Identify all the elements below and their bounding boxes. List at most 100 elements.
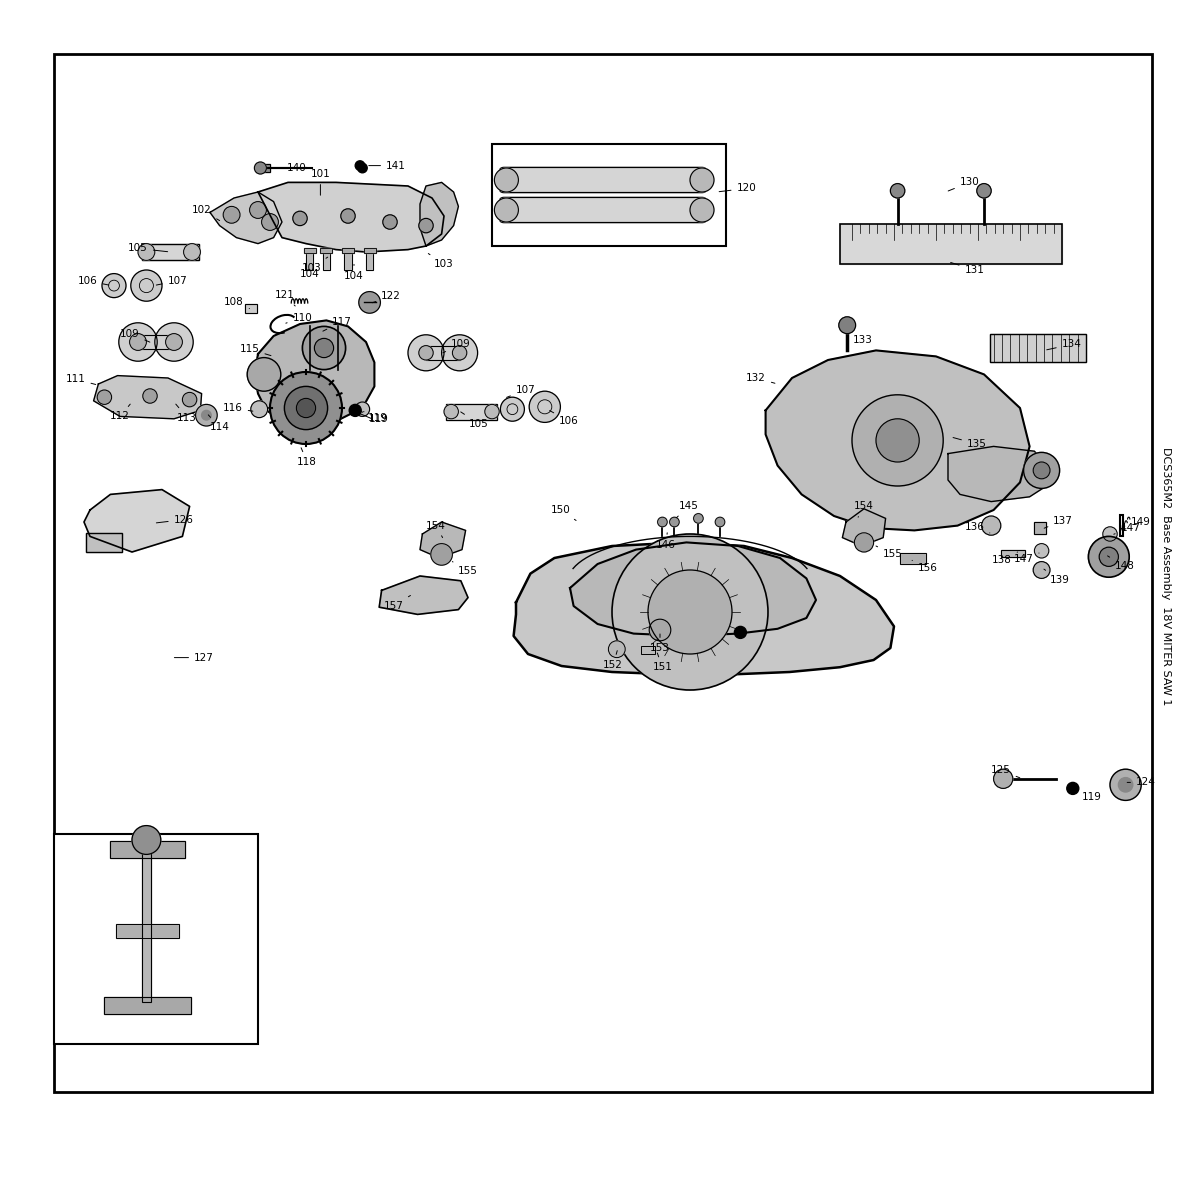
Circle shape (130, 334, 146, 350)
Bar (142, 852, 151, 1002)
Circle shape (166, 334, 182, 350)
Circle shape (262, 214, 278, 230)
Circle shape (132, 826, 161, 854)
Circle shape (690, 198, 714, 222)
Circle shape (182, 392, 197, 407)
Circle shape (1034, 544, 1049, 558)
Text: 139: 139 (1044, 569, 1069, 584)
Text: 112: 112 (110, 404, 131, 421)
Bar (366, 251, 373, 270)
Text: 121: 121 (275, 290, 295, 306)
Circle shape (251, 401, 268, 418)
Text: 119: 119 (360, 412, 388, 422)
Text: 105: 105 (461, 412, 488, 428)
Text: 152: 152 (604, 650, 623, 670)
Text: 147: 147 (1114, 523, 1140, 534)
Circle shape (419, 218, 433, 233)
Bar (110, 841, 185, 858)
Circle shape (608, 641, 625, 658)
Circle shape (1103, 527, 1117, 541)
Text: 107: 107 (506, 385, 535, 397)
Bar (142, 244, 199, 260)
Bar (245, 304, 257, 313)
Text: 145: 145 (677, 502, 698, 517)
Bar (840, 224, 1062, 264)
Text: 115: 115 (240, 344, 271, 355)
Circle shape (97, 390, 112, 404)
Circle shape (648, 570, 732, 654)
Bar (446, 404, 497, 420)
FancyBboxPatch shape (499, 167, 707, 192)
Polygon shape (420, 182, 458, 246)
Text: 140: 140 (269, 163, 306, 173)
Circle shape (270, 372, 342, 444)
Text: 110: 110 (286, 313, 312, 323)
Text: 154: 154 (426, 521, 445, 538)
Text: 104: 104 (300, 264, 319, 278)
Bar (426, 346, 460, 360)
Text: 157: 157 (384, 595, 410, 611)
Text: 104: 104 (344, 264, 364, 281)
Circle shape (314, 338, 334, 358)
Circle shape (408, 335, 444, 371)
Bar (344, 253, 352, 270)
Text: 132: 132 (746, 373, 775, 383)
Circle shape (131, 270, 162, 301)
Bar (323, 248, 330, 270)
Text: 120: 120 (719, 184, 756, 193)
Text: 119: 119 (1074, 790, 1102, 802)
Text: 146: 146 (656, 533, 676, 550)
Circle shape (143, 389, 157, 403)
Text: 122: 122 (372, 292, 401, 302)
Circle shape (734, 626, 746, 638)
Text: 114: 114 (209, 415, 229, 432)
Circle shape (247, 358, 281, 391)
Polygon shape (948, 446, 1049, 502)
Bar (840, 224, 1062, 264)
Bar (492, 144, 726, 246)
Text: 136: 136 (965, 522, 990, 533)
Text: 101: 101 (311, 169, 330, 196)
FancyBboxPatch shape (499, 197, 707, 223)
Bar (110, 841, 185, 858)
Circle shape (670, 517, 679, 527)
Bar (306, 253, 313, 270)
Bar (86, 533, 122, 552)
Circle shape (284, 386, 328, 430)
Circle shape (876, 419, 919, 462)
Circle shape (293, 211, 307, 226)
Circle shape (977, 184, 991, 198)
Bar (104, 997, 191, 1014)
Polygon shape (94, 376, 202, 419)
Circle shape (196, 404, 217, 426)
Text: 155: 155 (452, 562, 478, 576)
Text: 130: 130 (948, 178, 979, 191)
Text: 102: 102 (192, 205, 220, 221)
Text: 137: 137 (1044, 516, 1073, 528)
Circle shape (202, 410, 211, 420)
Text: 127: 127 (174, 653, 214, 662)
Bar (1120, 515, 1123, 536)
Text: 119: 119 (364, 412, 389, 424)
Circle shape (658, 517, 667, 527)
Circle shape (854, 533, 874, 552)
Circle shape (494, 198, 518, 222)
Circle shape (715, 517, 725, 527)
Bar (116, 924, 179, 938)
Polygon shape (420, 522, 466, 558)
Bar (342, 248, 354, 253)
Text: 155: 155 (876, 546, 902, 559)
Circle shape (494, 168, 518, 192)
Text: 151: 151 (653, 653, 672, 672)
Circle shape (119, 323, 157, 361)
Circle shape (994, 769, 1013, 788)
Circle shape (442, 335, 478, 371)
Bar (366, 251, 373, 270)
Circle shape (1024, 452, 1060, 488)
Text: 150: 150 (551, 505, 576, 521)
Bar (990, 334, 1086, 362)
Bar (641, 646, 655, 654)
Circle shape (349, 404, 361, 416)
Text: 126: 126 (156, 515, 193, 524)
Text: 111: 111 (66, 374, 96, 384)
